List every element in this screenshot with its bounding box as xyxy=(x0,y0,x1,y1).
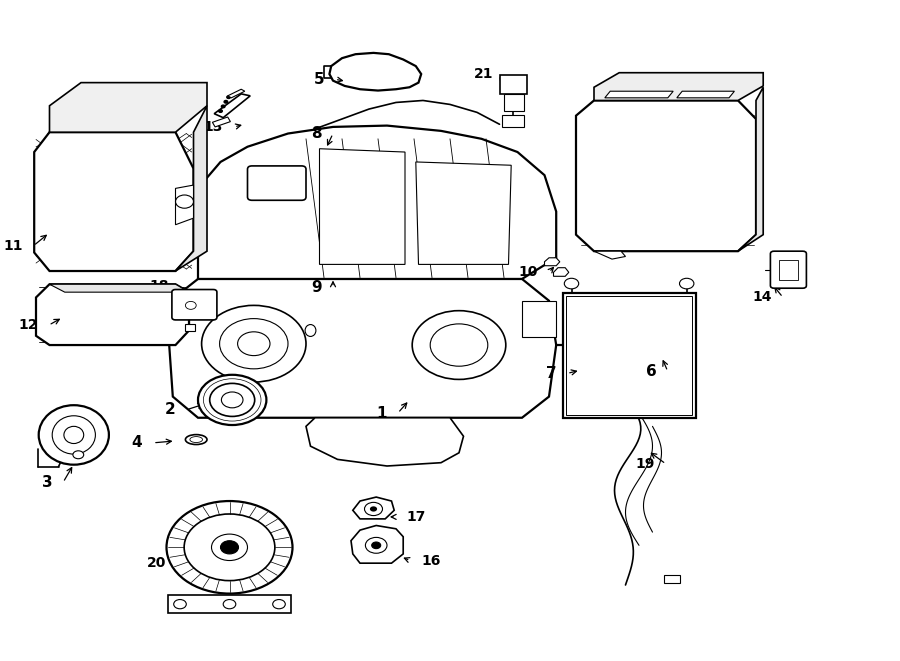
Circle shape xyxy=(273,600,285,609)
Circle shape xyxy=(564,278,579,289)
Circle shape xyxy=(198,375,266,425)
Circle shape xyxy=(221,105,225,108)
Text: 11: 11 xyxy=(3,239,22,253)
Text: 17: 17 xyxy=(407,510,427,524)
Text: 7: 7 xyxy=(545,366,556,381)
Text: 12: 12 xyxy=(18,318,38,332)
Polygon shape xyxy=(544,258,560,266)
Text: 4: 4 xyxy=(131,436,142,450)
Text: 20: 20 xyxy=(147,556,166,570)
Text: 3: 3 xyxy=(41,475,52,490)
Circle shape xyxy=(166,501,292,594)
Polygon shape xyxy=(176,106,207,271)
Polygon shape xyxy=(329,53,421,91)
FancyBboxPatch shape xyxy=(770,251,806,288)
Polygon shape xyxy=(353,497,394,519)
Polygon shape xyxy=(214,94,250,118)
Circle shape xyxy=(221,392,243,408)
Text: 2: 2 xyxy=(165,403,176,417)
Circle shape xyxy=(372,542,381,549)
Ellipse shape xyxy=(190,436,203,443)
Text: 13: 13 xyxy=(203,120,223,134)
Ellipse shape xyxy=(185,435,207,445)
Polygon shape xyxy=(50,284,189,292)
Polygon shape xyxy=(738,87,763,251)
Circle shape xyxy=(680,278,694,289)
Polygon shape xyxy=(228,89,245,98)
FancyBboxPatch shape xyxy=(248,166,306,200)
Bar xyxy=(562,293,696,418)
Polygon shape xyxy=(320,149,405,264)
Circle shape xyxy=(370,506,377,512)
Text: 9: 9 xyxy=(311,280,322,295)
Circle shape xyxy=(210,383,255,416)
Bar xyxy=(664,575,680,583)
Text: 19: 19 xyxy=(635,457,655,471)
Circle shape xyxy=(73,451,84,459)
Ellipse shape xyxy=(64,426,84,444)
FancyBboxPatch shape xyxy=(172,290,217,320)
Text: 10: 10 xyxy=(518,265,538,280)
Text: 6: 6 xyxy=(646,364,657,379)
Polygon shape xyxy=(168,595,291,613)
Bar xyxy=(778,260,798,280)
Circle shape xyxy=(224,100,228,103)
Polygon shape xyxy=(306,418,464,466)
Ellipse shape xyxy=(52,416,95,454)
Bar xyxy=(504,94,524,111)
Bar xyxy=(566,296,692,415)
Circle shape xyxy=(219,110,222,112)
Polygon shape xyxy=(576,100,756,251)
Polygon shape xyxy=(34,132,193,271)
Bar xyxy=(500,75,526,94)
Polygon shape xyxy=(522,301,556,337)
Polygon shape xyxy=(169,279,556,418)
Text: 1: 1 xyxy=(376,406,387,420)
Text: 14: 14 xyxy=(752,290,772,305)
Text: 5: 5 xyxy=(313,72,324,87)
Circle shape xyxy=(174,600,186,609)
Polygon shape xyxy=(594,73,763,100)
Polygon shape xyxy=(594,251,625,259)
Text: 18: 18 xyxy=(149,278,169,293)
Bar xyxy=(502,115,524,127)
Polygon shape xyxy=(416,162,511,264)
Polygon shape xyxy=(212,117,230,127)
Polygon shape xyxy=(176,185,194,225)
Circle shape xyxy=(223,600,236,609)
Polygon shape xyxy=(36,284,189,345)
Circle shape xyxy=(202,305,306,382)
Text: 21: 21 xyxy=(473,67,493,81)
Text: 16: 16 xyxy=(421,553,441,568)
Polygon shape xyxy=(605,91,673,98)
Circle shape xyxy=(220,541,238,554)
Circle shape xyxy=(412,311,506,379)
Polygon shape xyxy=(677,91,734,98)
Ellipse shape xyxy=(39,405,109,465)
Polygon shape xyxy=(50,83,207,132)
Polygon shape xyxy=(351,525,403,563)
Text: 8: 8 xyxy=(311,126,322,141)
Circle shape xyxy=(227,96,230,98)
Polygon shape xyxy=(554,268,569,276)
Text: 15: 15 xyxy=(277,179,297,194)
Circle shape xyxy=(184,514,274,580)
Polygon shape xyxy=(198,126,556,279)
Bar xyxy=(184,324,195,330)
